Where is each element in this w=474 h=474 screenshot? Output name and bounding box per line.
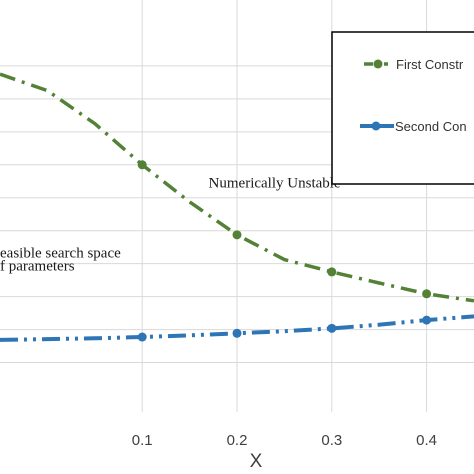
series-points [137, 160, 432, 342]
series-1-point [137, 160, 147, 170]
series-2-point [422, 315, 432, 325]
series-2-point [137, 332, 147, 342]
x-tick-labels: 0.1 0.2 0.3 0.4 [132, 432, 437, 449]
legend-label: Second Con [395, 119, 467, 134]
legend-label: First Constr [396, 57, 464, 72]
series-1-point [327, 267, 337, 277]
legend-swatch-marker [373, 59, 383, 69]
legend-items: First Constr Second Con [360, 57, 467, 134]
annotations: Numerically Unstable easible search space… [0, 175, 341, 274]
series-2-point [232, 328, 242, 338]
annotation: easible search space [0, 246, 121, 262]
x-tick-label: 0.4 [416, 432, 437, 449]
series-line-2 [0, 314, 474, 342]
legend-swatch-marker [371, 121, 381, 131]
series-1-point [422, 289, 432, 299]
x-tick-label: 0.3 [321, 432, 342, 449]
legend: First Constr Second Con [331, 31, 474, 185]
x-tick-label: 0.2 [227, 432, 248, 449]
legend-box [331, 31, 474, 185]
x-tick-label: 0.1 [132, 432, 153, 449]
series-1-point [232, 230, 242, 240]
annotation: f parameters [0, 258, 75, 274]
series-2-point [327, 323, 337, 333]
x-axis-label: X [250, 451, 263, 472]
annotation: Numerically Unstable [209, 175, 341, 191]
